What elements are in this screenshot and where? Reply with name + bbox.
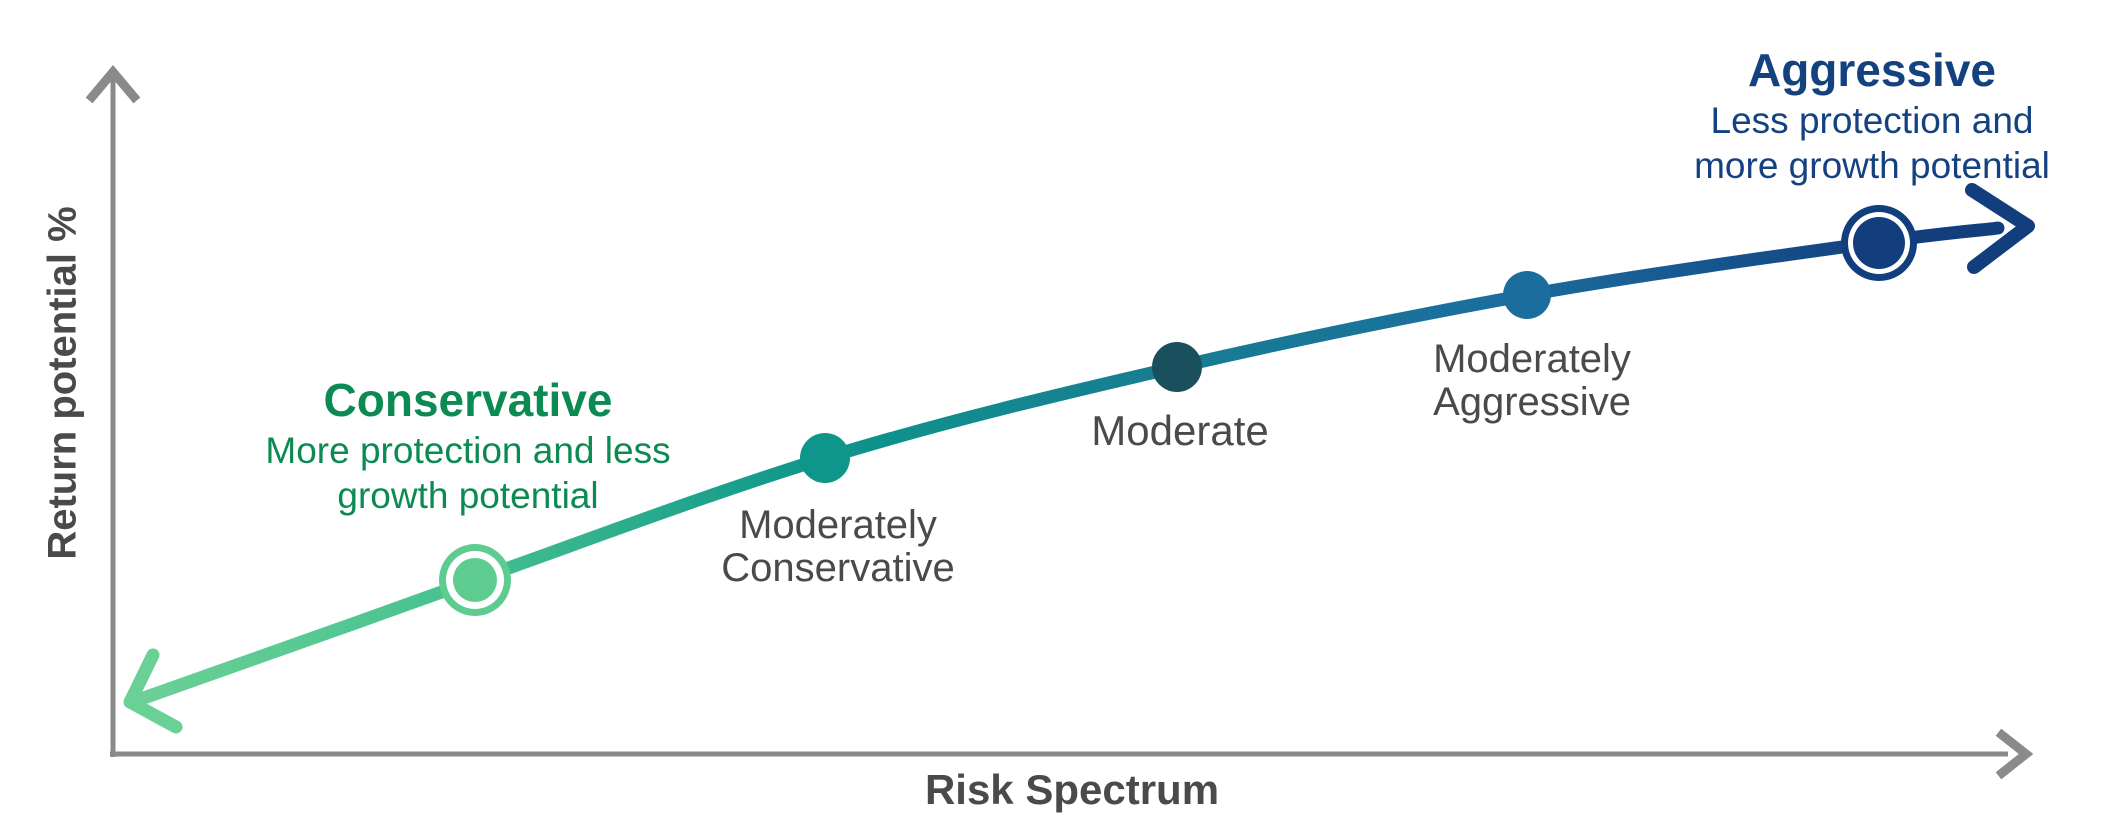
conservative-description: More protection and less growth potentia… (265, 430, 671, 516)
moderate-dot (1152, 342, 1202, 392)
moderate-label: Moderate (1091, 407, 1269, 454)
moderately-conservative-label: Moderately Conservative (721, 503, 955, 590)
aggressive-dot (1841, 205, 1917, 281)
moderately-conservative-dot (800, 433, 850, 483)
y-axis-arrow-icon (85, 65, 141, 104)
curve-end-arrow-icon (1965, 183, 2035, 274)
x-axis-arrow-icon (1995, 728, 2034, 780)
aggressive-description: Less protection and more growth potentia… (1694, 100, 2050, 186)
conservative-label: Conservative (323, 374, 613, 426)
aggressive-label: Aggressive (1747, 44, 1996, 96)
moderately-aggressive-label: Moderately Aggressive (1433, 337, 1631, 424)
x-axis-label: Risk Spectrum (924, 766, 1220, 813)
aggressive-label-block: Aggressive Less protection and more grow… (1672, 46, 2072, 188)
conservative-dot (439, 544, 511, 616)
moderately-aggressive-dot (1503, 271, 1551, 319)
curve-start-arrow-icon (123, 648, 183, 734)
y-axis-label: Return potential % (40, 206, 85, 560)
conservative-label-block: Conservative More protection and less gr… (233, 376, 703, 518)
